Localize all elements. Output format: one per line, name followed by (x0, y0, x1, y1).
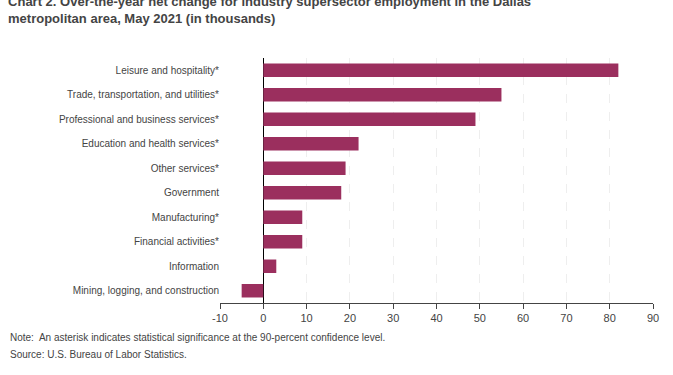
svg-text:10: 10 (300, 312, 312, 324)
svg-text:-10: -10 (212, 312, 228, 324)
svg-text:40: 40 (430, 312, 442, 324)
svg-text:80: 80 (604, 312, 616, 324)
svg-text:50: 50 (474, 312, 486, 324)
svg-text:Information: Information (169, 261, 219, 272)
svg-text:Mining, logging, and construct: Mining, logging, and construction (73, 285, 219, 296)
svg-text:Other services*: Other services* (151, 163, 219, 174)
svg-text:Professional and business serv: Professional and business services* (59, 114, 219, 125)
svg-text:Trade, transportation, and uti: Trade, transportation, and utilities* (67, 89, 219, 100)
svg-text:Chart 2. Over-the-year net cha: Chart 2. Over-the-year net change for in… (8, 0, 531, 26)
svg-text:Education and health services*: Education and health services* (82, 138, 219, 149)
svg-text:Manufacturing*: Manufacturing* (152, 212, 219, 223)
svg-text:90: 90 (647, 312, 659, 324)
svg-text:70: 70 (560, 312, 572, 324)
svg-text:60: 60 (517, 312, 529, 324)
svg-text:Note: An asterisk indicates s: Note: An asterisk indicates statistical … (10, 332, 385, 343)
svg-text:Leisure and hospitality*: Leisure and hospitality* (116, 65, 220, 76)
svg-text:20: 20 (344, 312, 356, 324)
svg-text:30: 30 (387, 312, 399, 324)
svg-text:Government: Government (164, 187, 219, 198)
svg-text:Source: U.S. Bureau of Labor S: Source: U.S. Bureau of Labor Statistics. (10, 349, 187, 360)
svg-text:Financial activities*: Financial activities* (134, 236, 219, 247)
svg-text:0: 0 (260, 312, 266, 324)
